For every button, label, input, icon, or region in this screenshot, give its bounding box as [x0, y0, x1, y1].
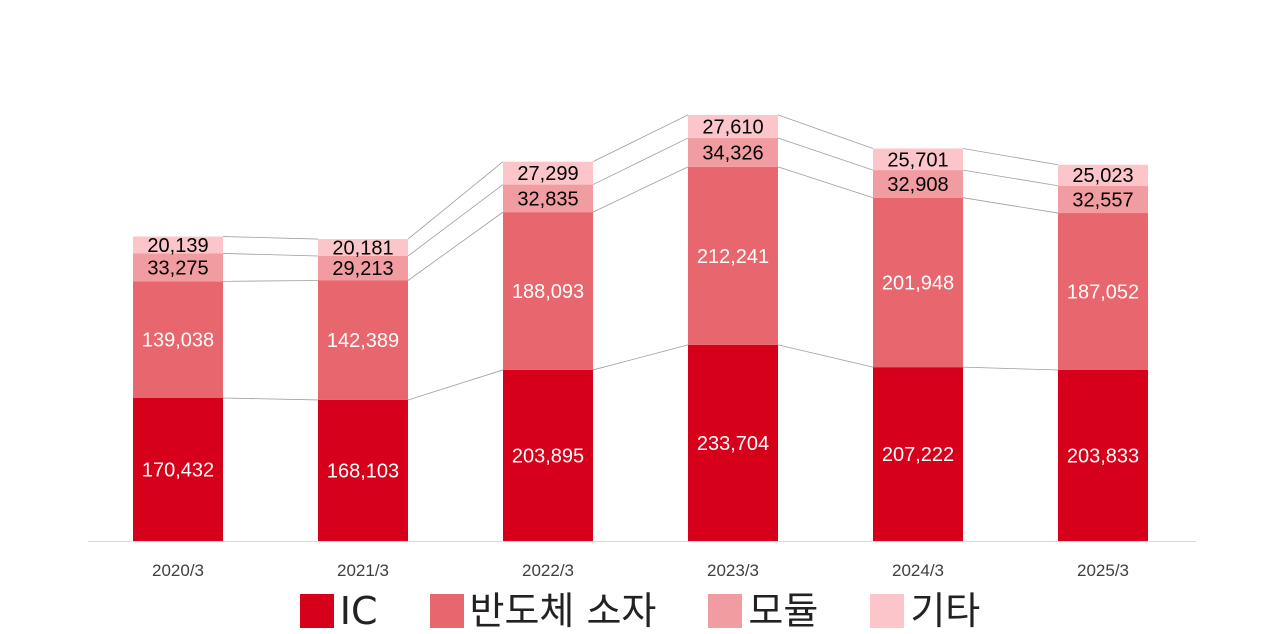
bar-segment	[318, 399, 408, 541]
connector-line	[222, 253, 319, 257]
bar-segment	[318, 255, 408, 281]
connector-line	[222, 280, 319, 282]
connector-line	[777, 137, 874, 171]
data-label: 20,181	[332, 238, 393, 260]
connector-line	[962, 148, 1059, 166]
data-label: 233,704	[697, 433, 769, 455]
data-label: 187,052	[1067, 282, 1139, 304]
connector-line	[592, 114, 689, 163]
data-label: 32,835	[517, 188, 578, 210]
bar-segment	[873, 367, 963, 541]
legend-swatch	[708, 594, 743, 628]
x-tick-label: 2023/3	[707, 561, 759, 580]
data-label: 20,139	[147, 235, 208, 257]
bar-segment	[873, 170, 963, 198]
bar-segment	[133, 281, 223, 399]
legend-swatch	[870, 594, 905, 628]
x-tick-label: 2020/3	[152, 561, 204, 580]
connector-line	[962, 169, 1059, 187]
bar-segment	[318, 239, 408, 256]
data-label: 207,222	[882, 444, 954, 466]
connector-line	[222, 397, 319, 401]
data-label: 27,610	[702, 116, 763, 138]
data-label: 32,908	[887, 174, 948, 196]
x-tick-label: 2022/3	[522, 561, 574, 580]
bar-segment	[688, 114, 778, 139]
data-label: 34,326	[702, 142, 763, 164]
connector-line	[777, 166, 874, 199]
connector-line	[407, 369, 504, 401]
legend-item: 모듈	[708, 592, 818, 630]
connector-line	[407, 184, 504, 257]
legend-item: 반도체 소자	[429, 589, 657, 633]
bar-segment	[503, 369, 593, 541]
legend-label: 기타	[910, 589, 981, 633]
data-label: 32,557	[1072, 189, 1133, 211]
data-label: 139,038	[142, 330, 214, 352]
legend-label: IC	[339, 589, 378, 633]
bar-segment	[688, 166, 778, 345]
legend-swatch	[299, 594, 334, 628]
bar-segment	[1058, 185, 1148, 214]
legend-label: 반도체 소자	[469, 589, 657, 633]
connector-line	[592, 166, 689, 213]
data-label: 25,701	[887, 149, 948, 171]
data-label: 170,432	[142, 460, 214, 482]
legend: IC 반도체 소자 모듈 기타	[0, 588, 1280, 634]
bar-segment	[503, 161, 593, 185]
bar-segment	[503, 212, 593, 370]
data-label: 29,213	[332, 258, 393, 280]
legend-item: 기타	[870, 592, 980, 630]
x-tick-label: 2021/3	[337, 561, 389, 580]
legend-item: IC	[299, 589, 378, 633]
connector-line	[592, 137, 689, 185]
connector-line	[777, 344, 874, 368]
data-label: 203,895	[512, 445, 584, 467]
data-label: 27,299	[517, 163, 578, 185]
bar-segment	[1058, 164, 1148, 186]
legend-swatch	[429, 594, 464, 628]
data-label: 212,241	[697, 246, 769, 268]
bar-segment	[133, 398, 223, 541]
bar-segment	[318, 280, 408, 400]
connector-line	[962, 366, 1059, 371]
data-label: 168,103	[327, 460, 399, 482]
legend-label: 모듈	[748, 589, 819, 633]
bar-segment	[873, 148, 963, 171]
bar-segment	[1058, 369, 1148, 541]
bars	[133, 114, 1148, 541]
bar-segment	[688, 344, 778, 541]
connector-lines	[222, 114, 1059, 401]
x-tick-label: 2024/3	[892, 561, 944, 580]
data-label: 203,833	[1067, 445, 1139, 467]
data-label: 25,023	[1072, 165, 1133, 187]
bar-segment	[873, 197, 963, 368]
bar-segment	[503, 184, 593, 213]
connector-line	[592, 344, 689, 371]
data-label: 188,093	[512, 281, 584, 303]
connector-line	[407, 161, 504, 240]
connector-line	[407, 211, 504, 281]
data-label: 33,275	[147, 257, 208, 279]
bar-segment	[688, 138, 778, 167]
bar-segment	[133, 236, 223, 254]
data-label: 142,389	[327, 330, 399, 352]
x-tick-label: 2025/3	[1077, 561, 1129, 580]
connector-line	[777, 114, 874, 149]
bar-segment	[133, 253, 223, 282]
connector-line	[222, 236, 319, 240]
connector-line	[962, 197, 1059, 214]
bar-segment	[1058, 213, 1148, 370]
data-label: 201,948	[882, 272, 954, 294]
